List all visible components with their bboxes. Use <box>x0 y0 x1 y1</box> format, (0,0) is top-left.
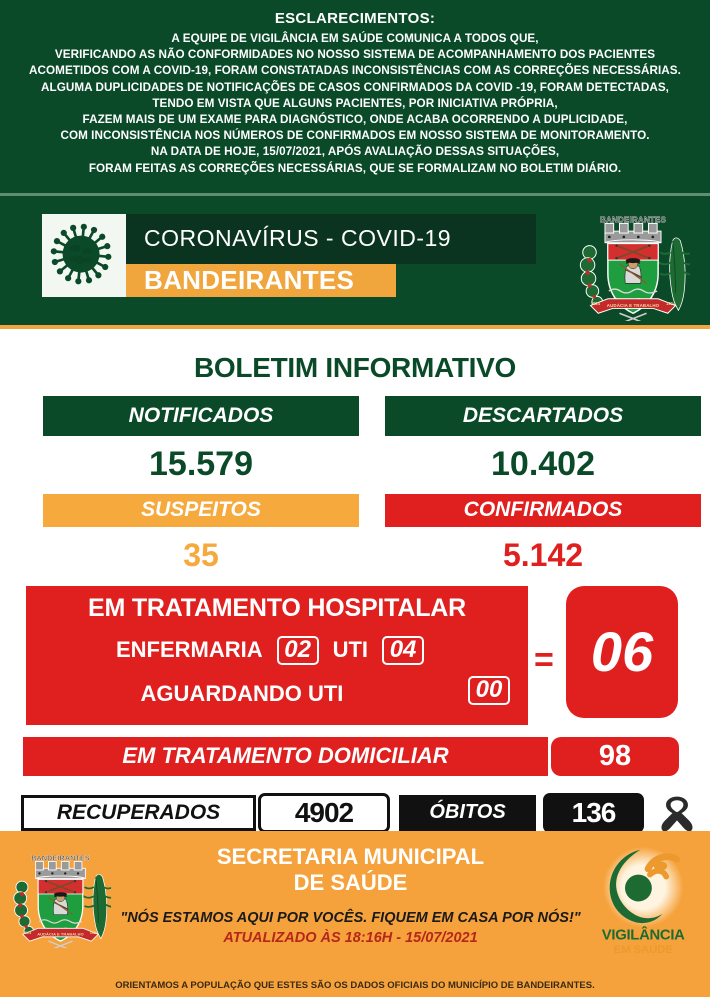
svg-text:EM SAÚDE: EM SAÚDE <box>614 943 674 956</box>
svg-text:VIGILÂNCIA: VIGILÂNCIA <box>602 926 685 944</box>
